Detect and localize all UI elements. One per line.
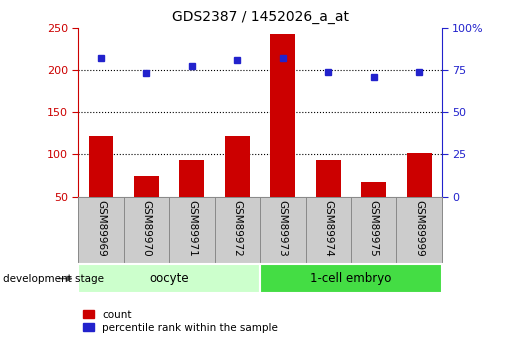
Bar [134,176,159,197]
Bar [270,33,295,197]
Text: GSM89974: GSM89974 [323,200,333,257]
Text: GSM89972: GSM89972 [232,200,242,257]
Bar [179,160,205,197]
Bar [78,264,260,293]
Text: oocyte: oocyte [149,272,189,285]
Text: GSM89969: GSM89969 [96,200,106,257]
Bar [225,136,250,197]
Bar [361,182,386,197]
Bar [88,136,114,197]
Bar [407,153,432,197]
Text: GSM89970: GSM89970 [141,200,152,257]
Text: development stage: development stage [3,274,104,284]
Bar [316,160,341,197]
Text: GSM89999: GSM89999 [414,200,424,257]
Legend: count, percentile rank within the sample: count, percentile rank within the sample [83,310,278,333]
Text: GSM89973: GSM89973 [278,200,288,257]
Title: GDS2387 / 1452026_a_at: GDS2387 / 1452026_a_at [172,10,348,24]
Text: GSM89971: GSM89971 [187,200,197,257]
Bar [260,264,442,293]
Text: GSM89975: GSM89975 [369,200,379,257]
Text: 1-cell embryo: 1-cell embryo [310,272,392,285]
